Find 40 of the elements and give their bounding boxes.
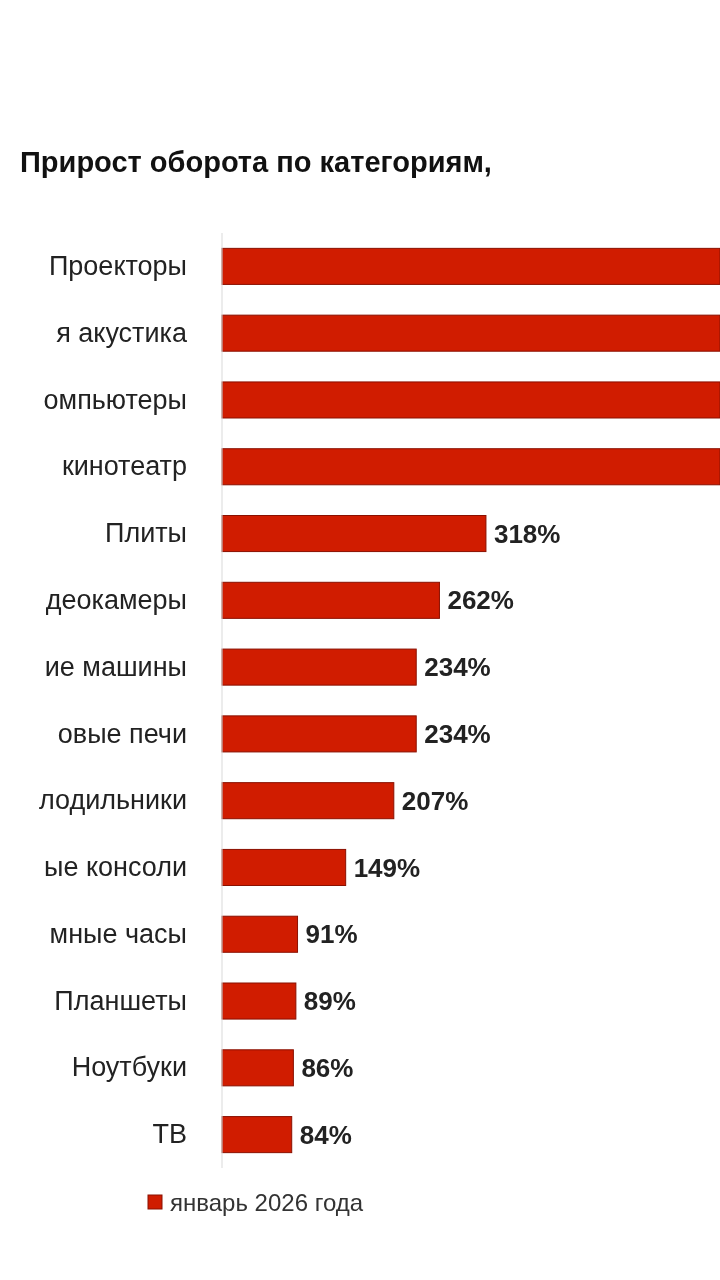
- data-label: 84%: [299, 1119, 352, 1150]
- bar: [221, 648, 417, 686]
- legend-label: январь 2026 года: [170, 1189, 364, 1217]
- data-label: 318%: [493, 518, 561, 549]
- data-label: 207%: [401, 785, 469, 816]
- y-tick-label: я акустика: [56, 317, 188, 348]
- bar: [221, 581, 440, 619]
- bar: [221, 515, 487, 553]
- bar: [221, 247, 720, 285]
- bar: [221, 448, 720, 486]
- bar: [221, 314, 720, 352]
- y-tick-label: ТВ: [152, 1119, 187, 1150]
- data-label: 234%: [424, 718, 491, 749]
- y-tick-label: лодильники: [38, 785, 187, 816]
- y-tick-label: омпьютеры: [43, 384, 187, 415]
- bar: [221, 982, 297, 1020]
- y-tick-label: кинотеатр: [61, 451, 187, 482]
- y-tick-label: Плиты: [104, 518, 187, 549]
- data-label: 234%: [424, 652, 491, 683]
- y-tick-label: Ноутбуки: [71, 1052, 187, 1083]
- y-tick-label: ые консоли: [43, 852, 187, 883]
- y-tick-label: овые печи: [57, 718, 187, 749]
- bar: [221, 915, 299, 953]
- data-label: 149%: [353, 852, 421, 883]
- bar: [221, 782, 395, 820]
- bar: [221, 848, 347, 886]
- bar: [221, 715, 417, 753]
- y-tick-label: деокамеры: [45, 584, 187, 615]
- bar: [221, 381, 720, 419]
- data-label: 86%: [301, 1052, 354, 1083]
- data-label: 91%: [305, 919, 358, 950]
- y-tick-label: Проекторы: [48, 251, 187, 282]
- chart-title: Прирост оборота по категориям,: [20, 146, 492, 178]
- bar: [221, 1116, 293, 1154]
- y-tick-label: ие машины: [44, 651, 187, 682]
- bar: [221, 1049, 294, 1087]
- y-tick-label: Планшеты: [54, 985, 187, 1016]
- y-tick-label: мные часы: [49, 918, 187, 949]
- data-label: 262%: [447, 585, 514, 616]
- data-label: 89%: [303, 986, 356, 1017]
